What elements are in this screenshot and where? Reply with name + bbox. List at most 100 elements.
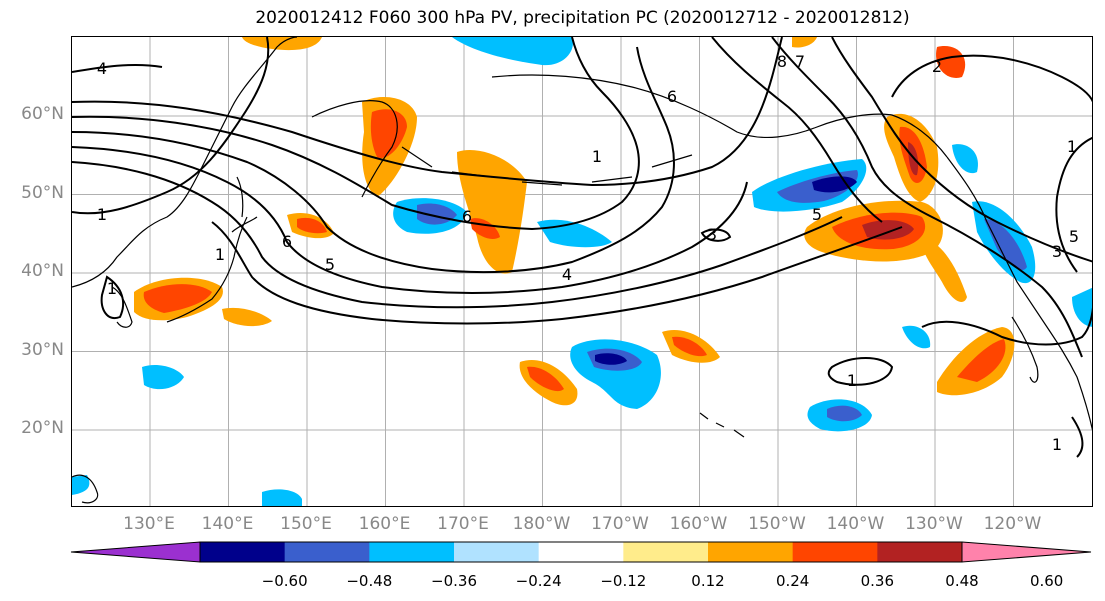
colorbar-tick-label: −0.60 [261, 572, 308, 590]
positive-anomaly-kamchatka-core [370, 109, 407, 158]
pv-contour-loop-1 [827, 357, 894, 386]
contour-label: 5 [1069, 227, 1079, 246]
colorbar-segment [538, 542, 624, 562]
latitude-label: 50°N [21, 182, 64, 203]
colorbar-tick-label: −0.48 [346, 572, 393, 590]
colorbar-segment [708, 542, 794, 562]
positive-anomaly-alaska-north [936, 46, 966, 78]
negative-anomaly-south-china-sea [72, 475, 90, 495]
negative-anomaly-mexico-coast [1072, 287, 1092, 327]
pv-contours [72, 37, 1092, 458]
colorbar-segment [454, 542, 540, 562]
hawaii-islands [699, 412, 745, 438]
positive-anomaly-california [921, 237, 967, 302]
colorbar-segment [623, 542, 709, 562]
pv-contour-east-1 [891, 54, 1092, 103]
longitude-label: 140°E [201, 514, 254, 534]
pv-contour-east-3 [771, 37, 1083, 358]
negative-anomaly-subtropics-east-core [827, 405, 862, 422]
negative-anomaly-west-bc [952, 144, 978, 174]
positive-anomaly-east-of-dateline-core [672, 336, 707, 357]
pv-contour-jet-5 [72, 161, 843, 309]
contour-label: 4 [97, 59, 107, 78]
colorbar-segment [369, 542, 455, 562]
latitude-label: 30°N [21, 339, 64, 360]
positive-anomaly-north-center [792, 37, 817, 48]
colorbar-tick-label: 0.48 [945, 572, 979, 590]
longitude-label: 150°W [748, 514, 806, 534]
positive-anomaly-aleutian-center [457, 150, 527, 274]
contour-label: 5 [325, 255, 335, 274]
positive-anomaly-north-edge [242, 37, 322, 51]
alaska-coastline [491, 74, 948, 158]
contour-label: 2 [932, 57, 942, 76]
asia-coastline [72, 37, 298, 288]
negative-anomaly-north-edge [452, 37, 573, 66]
contour-label: 1 [1067, 137, 1077, 156]
negative-anomaly-baja-west [902, 325, 931, 349]
contour-label: 1 [847, 371, 857, 390]
philippines-coastline [72, 474, 99, 504]
latitude-label: 60°N [21, 104, 64, 124]
colorbar-tick-label: −0.24 [515, 572, 562, 590]
latitude-label: 40°N [21, 261, 64, 281]
longitude-label: 130°E [123, 514, 175, 534]
aleutian-islands [401, 146, 693, 186]
pv-contour-jet-6 [211, 221, 903, 325]
contour-label: 1 [1052, 435, 1062, 454]
longitude-label: 160°W [669, 514, 728, 534]
colorbar-segment [200, 542, 286, 562]
pv-contour-west-loop [100, 275, 125, 320]
colorbar-segment [877, 542, 963, 562]
longitude-label: 160°E [358, 514, 411, 534]
negative-anomaly-california-coast-core [984, 219, 1027, 271]
longitude-label: 170°E [437, 514, 489, 534]
coastlines [72, 37, 1092, 504]
sakhalin-coastline [236, 176, 244, 218]
positive-anomaly-gulf-alaska-peak [862, 220, 914, 240]
longitude-label: 180°W [512, 514, 571, 534]
pv-contour-jet-3 [72, 46, 675, 274]
colorbar-tick-label: −0.36 [431, 572, 477, 590]
longitude-label: 170°W [591, 514, 649, 534]
contour-label: 1 [592, 147, 602, 166]
longitude-label: 140°W [826, 514, 885, 534]
pv-contour-east-2 [831, 37, 1092, 263]
pv-contour-east-5 [1055, 136, 1092, 273]
korea-coastline [111, 286, 133, 328]
negative-anomaly-philippine-sea [262, 489, 302, 506]
pv-contour-loop-2 [700, 228, 732, 242]
contour-label: 3 [1052, 242, 1062, 261]
pv-contour-4-north [72, 63, 163, 73]
japan-coastline [166, 216, 258, 323]
colorbar [70, 541, 1092, 563]
colorbar-outline [199, 541, 963, 563]
contour-label: 3 [707, 225, 717, 244]
positive-anomaly-japan-core [143, 284, 212, 313]
contour-label: 1 [97, 205, 107, 224]
latitude-label: 20°N [21, 418, 64, 438]
longitude-label: 120°W [983, 514, 1042, 534]
kamchatka-coastline [311, 100, 398, 198]
positive-anomaly-south-japan [222, 307, 272, 327]
contour-label: 4 [562, 265, 572, 284]
contour-label: 6 [667, 87, 677, 106]
pv-contour-trough [921, 307, 1092, 346]
pv-contour-jet-4 [72, 146, 748, 294]
colorbar-tick-label: 0.60 [1029, 572, 1064, 590]
precipitation-shading [72, 37, 1092, 506]
positive-anomaly-kuril-core [297, 217, 327, 234]
longitude-label: 150°E [280, 514, 332, 534]
colorbar-segment [792, 542, 878, 562]
contour-label: 7 [795, 52, 805, 71]
negative-anomaly-pacific-nw-peak [812, 176, 857, 193]
colorbar-tick-label: 0.36 [860, 572, 895, 590]
contour-label: 6 [462, 207, 472, 226]
chart-title: 2020012412 F060 300 hPa PV, precipitatio… [255, 8, 910, 28]
colorbar-extension-max [961, 541, 1092, 563]
contour-label: 5 [812, 205, 822, 224]
negative-anomaly-central-pacific-peak [595, 353, 627, 365]
